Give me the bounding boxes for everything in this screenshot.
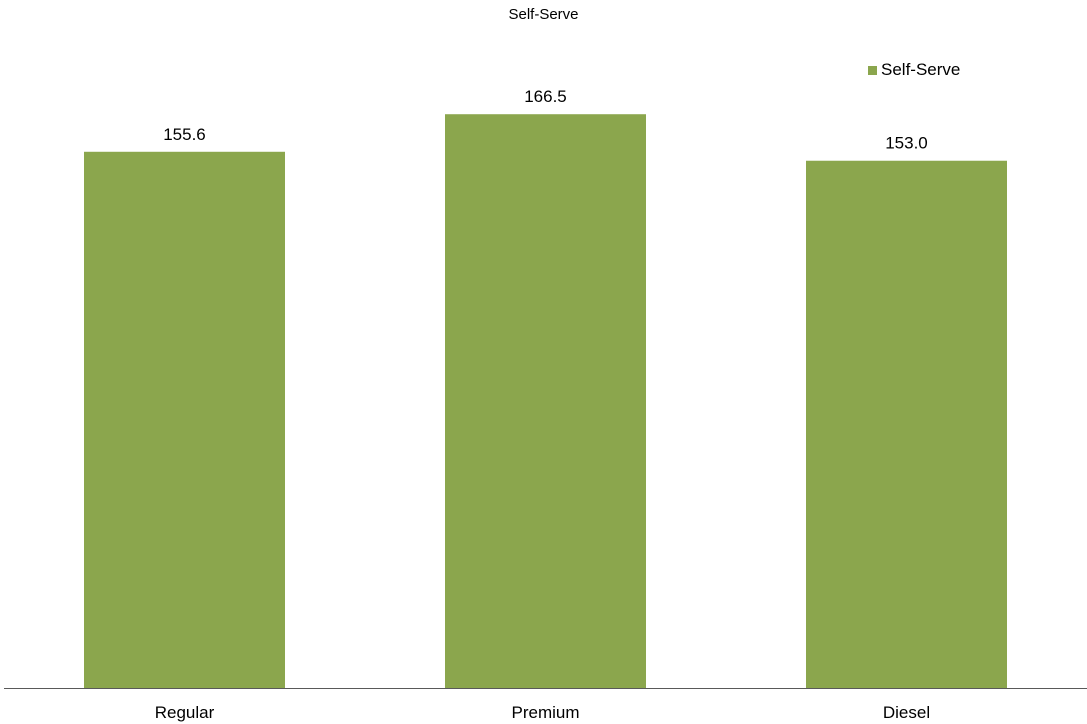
bar-premium — [445, 114, 646, 688]
bar-regular — [84, 151, 285, 689]
data-labels-layer: 155.6 166.5 153.0 — [163, 87, 928, 153]
data-label-premium: 166.5 — [524, 87, 567, 106]
legend-swatch — [868, 65, 877, 75]
bar-diesel — [806, 160, 1007, 688]
bars-layer — [84, 114, 1007, 689]
x-tick-labels: Regular Premium Diesel — [155, 703, 930, 722]
x-tick-label-premium: Premium — [511, 703, 579, 722]
chart-title: Self-Serve — [508, 6, 579, 23]
data-label-regular: 155.6 — [163, 125, 206, 144]
data-label-diesel: 153.0 — [885, 134, 928, 153]
x-tick-label-diesel: Diesel — [883, 703, 930, 722]
x-tick-label-regular: Regular — [155, 703, 215, 722]
legend-label: Self-Serve — [881, 60, 961, 79]
legend: Self-Serve — [868, 60, 960, 80]
